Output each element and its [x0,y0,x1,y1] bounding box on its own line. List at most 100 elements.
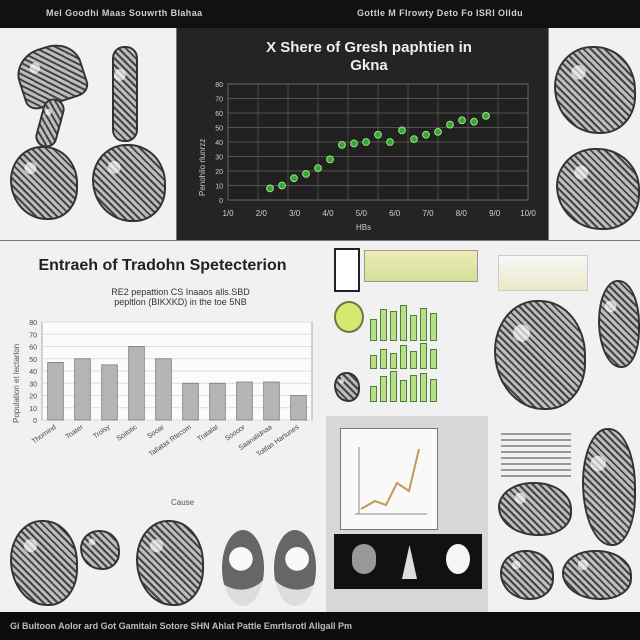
bar-chart-y-tick-label: 50 [29,357,37,364]
top-panel-divider [176,28,177,240]
top-chart-x-tick-label: 4/0 [322,209,334,218]
top-scatter-chart-panel: X Shere of Gresh paphtien in Gkna Penohi… [176,28,548,240]
bar-chart-subtitle: RE2 pepattion CS Inaaos alls.SBD pepltlo… [68,287,293,307]
top-right-divider [548,28,549,240]
bar-chart-bar [209,382,226,421]
bar-chart-x-tick-label: Soooor [224,424,247,443]
curled-specimen-illustration [500,550,554,600]
tree-like-illustration [10,146,78,220]
small-window-graphic [334,248,360,292]
top-chart-data-point [446,120,454,129]
bar-chart-bar [182,382,199,421]
top-chart-data-point [350,139,358,148]
top-chart-data-point [302,170,310,178]
bar-chart-y-tick-label: 60 [29,345,37,352]
specimen-photo-strip [334,534,482,589]
top-scatter-plot: 1/0 2/0 3/0 4/0 5/0 6/0 7/0 8/0 9/0 10/0 0 10 20 30 40… [215,82,536,218]
large-textured-specimen-illustration [494,300,586,410]
bar-chart-bar [128,346,145,421]
bottom-specimen-panel [0,512,326,612]
bar-chart-x-tick-label: Toater [65,424,85,441]
green-graphics-panel [326,240,488,416]
bar-chart-y-tick-label: 0 [33,418,37,425]
specimen-photo-two [402,545,417,579]
bar-chart-bar [101,364,118,421]
field-thumbnail [498,255,588,291]
bottom-specimen-one [10,520,78,606]
green-mini-bar-chart-three [370,371,437,402]
top-chart-data-point [482,112,490,120]
mushroom-like-illustration [556,148,640,230]
bar-chart-bar [47,362,64,421]
top-chart-data-point [266,184,274,193]
top-chart-data-point [470,117,478,126]
top-chart-x-tick-label: 1/0 [222,209,234,218]
top-chart-data-point [458,116,466,125]
top-chart-x-tick-label: 2/0 [256,209,268,218]
round-fruit-graphic [334,301,364,333]
bar-chart-bar [263,381,280,421]
top-chart-x-tick-label: 7/0 [422,209,434,218]
top-chart-data-point [278,181,286,190]
bottom-specimen-four [222,530,264,606]
bar-chart-x-tick-label: Tratalat [196,424,219,443]
top-chart-title: X Shere of Gresh paphtien in Gkna [224,39,514,75]
horizontal-divider [0,240,640,241]
bundle-specimen-illustration [562,550,632,600]
top-chart-y-tick-label: 30 [215,155,223,162]
bar-chart-x-tick-label: Thornind [31,424,58,446]
bar-chart-panel: Entraeh of Tradohn Spetecterion RE2 pepa… [0,240,326,512]
bar-chart-bar [74,358,91,421]
bar-chart-bar [290,395,307,421]
top-caption-bar: Mel Goodhi Maas Souwrth Blahaa Gottle M … [0,0,640,28]
top-chart-y-tick-label: 10 [215,184,223,191]
top-chart-data-point [290,174,298,183]
bar-chart-y-tick-label: 40 [29,369,37,376]
bottom-caption-text: Gi Bultoon Aolor ard Got Gamitain Sotore… [10,621,353,631]
top-chart-data-point [422,130,430,139]
top-left-caption: Mel Goodhi Maas Souwrth Blahaa [46,8,203,18]
dark-microscope-panel [326,416,488,612]
top-chart-x-tick-label: 10/0 [520,209,536,218]
top-chart-data-point [338,141,346,149]
bottom-specimen-five [274,530,316,606]
top-chart-x-tick-label: 9/0 [489,209,501,218]
small-leaf-graphic [334,372,360,402]
top-chart-x-tick-label: 6/0 [389,209,401,218]
top-right-caption: Gottle M Flrowty Deto Fo ISRI Olldu [357,8,523,18]
top-chart-x-tick-label: 5/0 [356,209,368,218]
landscape-thumbnail [364,250,478,282]
top-chart-data-point [398,126,406,135]
green-mini-bar-chart-two [370,343,437,369]
top-chart-y-tick-label: 50 [215,126,223,133]
top-chart-y-tick-label: 70 [215,97,223,104]
rounded-specimen-illustration [498,482,572,536]
slender-specimen-illustration [598,280,640,368]
bar-chart-subtitle-line-two: pepltlon (BIKXKD) in the toe 5NB [114,297,247,307]
top-chart-data-point [314,164,322,173]
top-chart-data-point [374,130,382,139]
top-chart-x-axis-label: HBs [356,223,372,232]
top-chart-data-point [386,138,394,146]
left-biology-illustration-panel [0,28,176,240]
top-chart-data-point [326,155,334,164]
green-mini-bar-chart-one [370,303,437,341]
bar-chart-y-tick-label: 10 [29,406,37,413]
vertical-organ-illustration [112,46,138,142]
top-chart-title-line-two: Gkna [350,57,388,74]
bar-chart-x-tick-label: Soitotic [116,424,139,443]
top-chart-data-point [434,127,442,136]
bar-chart-y-tick-label: 80 [29,320,37,327]
top-chart-x-tick-label: 8/0 [456,209,468,218]
top-chart-data-point [362,138,370,146]
bar-chart-x-tick-label: Trolsy [92,424,112,441]
root-structure-illustration [92,144,166,222]
bar-chart-bar [155,358,172,421]
bottom-specimen-two [80,530,120,570]
top-chart-y-tick-label: 80 [215,82,223,89]
small-line-chart [355,447,427,515]
bar-chart-subtitle-line-one: RE2 pepattion CS Inaaos alls.SBD [111,287,250,297]
bar-chart-x-tick-label: Sooar [146,424,166,441]
small-line-chart-thumbnail [340,428,438,530]
bar-chart-x-axis-label: Cause [171,498,195,507]
